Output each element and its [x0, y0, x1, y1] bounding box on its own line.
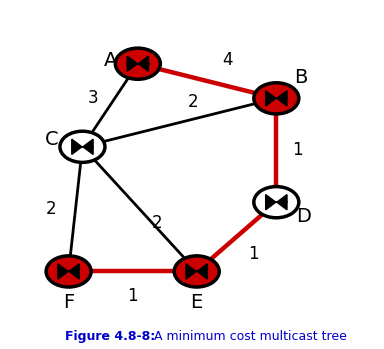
Ellipse shape	[60, 131, 105, 162]
Polygon shape	[266, 91, 276, 106]
Text: C: C	[45, 131, 58, 149]
Polygon shape	[127, 56, 137, 71]
Text: A: A	[103, 51, 117, 70]
Text: 1: 1	[292, 141, 303, 159]
Polygon shape	[277, 91, 287, 106]
Polygon shape	[138, 56, 149, 71]
Text: 2: 2	[46, 200, 56, 218]
Polygon shape	[83, 139, 93, 154]
Polygon shape	[277, 195, 287, 210]
Polygon shape	[266, 195, 276, 210]
Text: 4: 4	[223, 51, 233, 69]
Polygon shape	[186, 264, 196, 279]
Text: 1: 1	[248, 245, 259, 263]
Text: 2: 2	[188, 93, 199, 111]
Text: B: B	[294, 68, 307, 87]
Polygon shape	[72, 139, 82, 154]
Polygon shape	[197, 264, 207, 279]
Text: F: F	[63, 293, 74, 312]
Text: 1: 1	[127, 287, 138, 305]
Ellipse shape	[46, 256, 91, 287]
Ellipse shape	[254, 83, 299, 114]
Text: 2: 2	[152, 214, 162, 232]
Text: E: E	[190, 293, 203, 312]
Polygon shape	[69, 264, 79, 279]
Ellipse shape	[174, 256, 219, 287]
Text: D: D	[296, 207, 311, 225]
Polygon shape	[58, 264, 68, 279]
Text: A minimum cost multicast tree: A minimum cost multicast tree	[150, 330, 347, 343]
Text: Figure 4.8-8:: Figure 4.8-8:	[65, 330, 156, 343]
Ellipse shape	[254, 187, 299, 218]
Text: 3: 3	[88, 89, 98, 107]
Ellipse shape	[115, 48, 161, 79]
